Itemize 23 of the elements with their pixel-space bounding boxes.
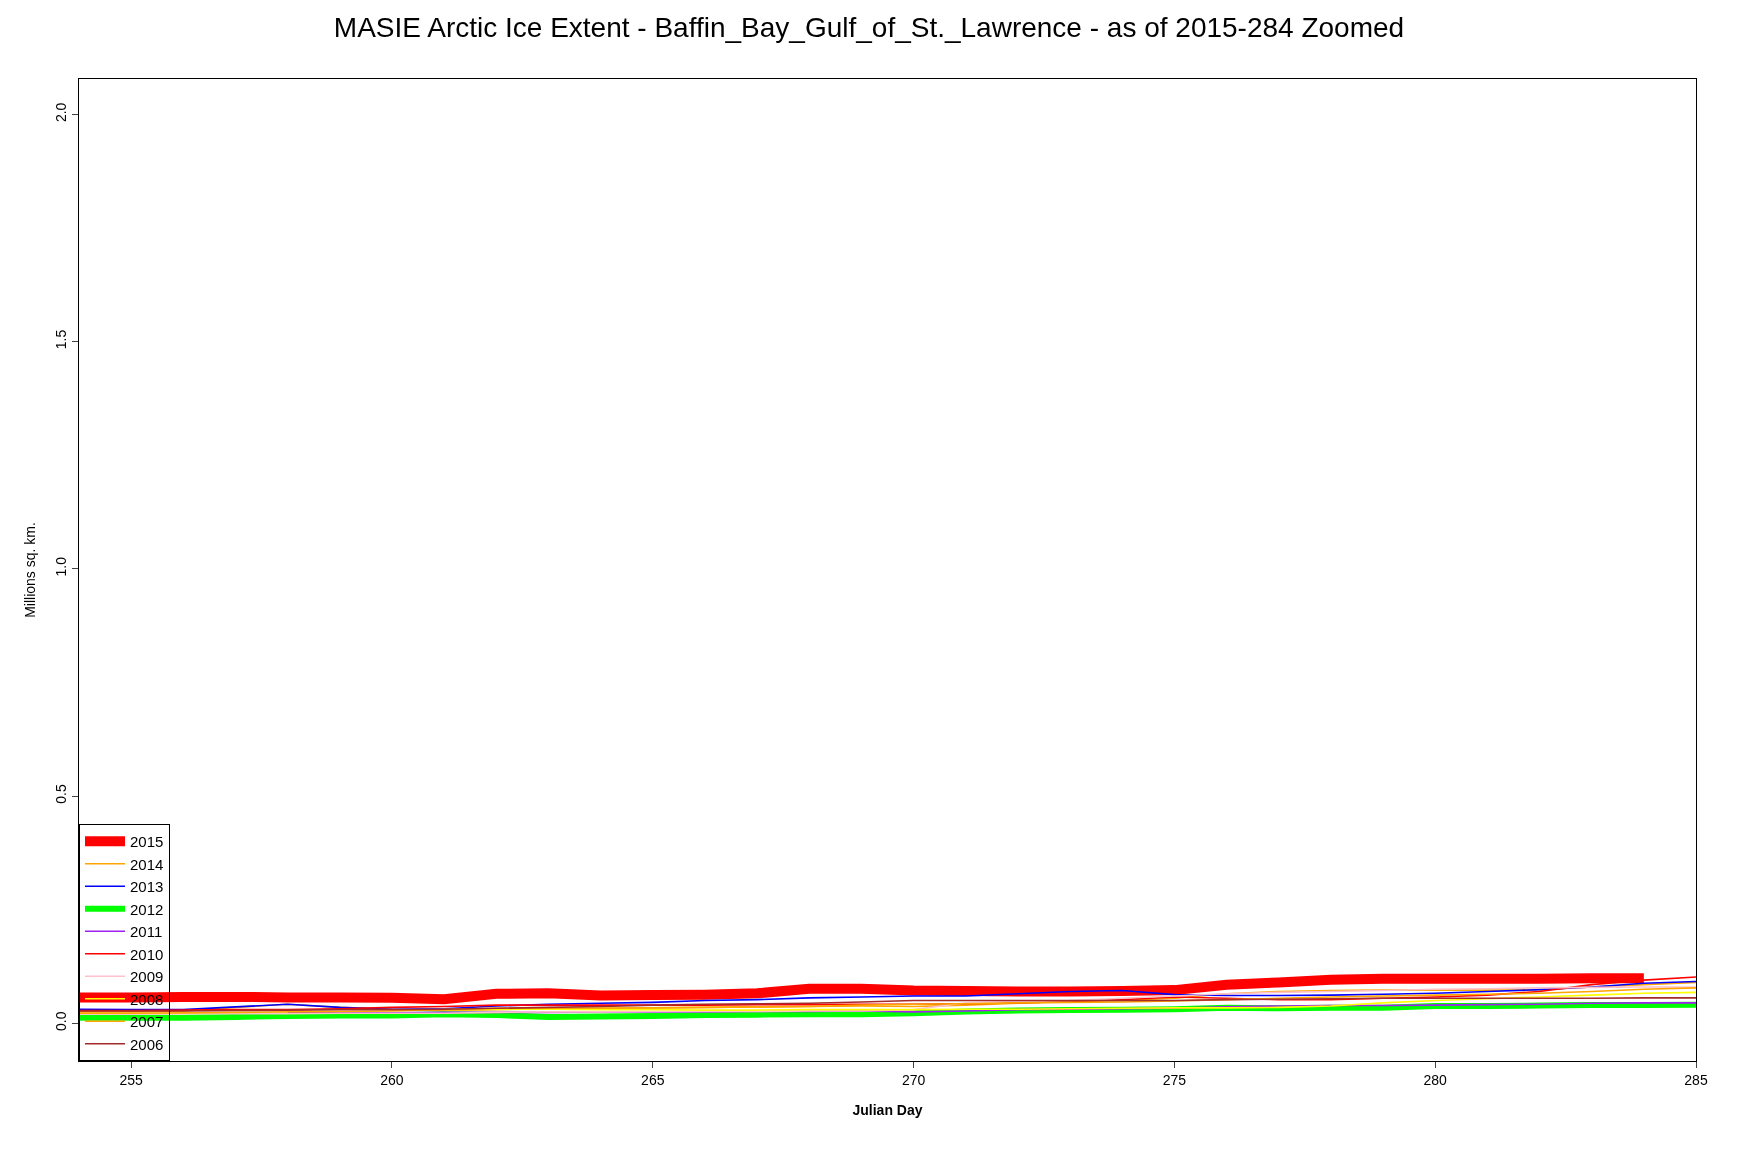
- y-axis-title: Millions sq. km.: [22, 522, 38, 618]
- x-tick-label: 255: [119, 1071, 144, 1088]
- legend-label: 2011: [130, 923, 163, 941]
- legend-label: 2006: [130, 1035, 164, 1053]
- x-tick-label: 275: [1162, 1071, 1187, 1088]
- legend-label: 2009: [130, 968, 164, 986]
- y-tick-label: 0.0: [53, 1011, 70, 1031]
- x-tick-label: 260: [380, 1071, 404, 1088]
- legend-label: 2014: [130, 855, 164, 873]
- y-tick-label: 1.0: [53, 556, 70, 577]
- chart-title: MASIE Arctic Ice Extent - Baffin_Bay_Gulf_of_St._Lawrence - as of 2015-284 Zoomed: [333, 11, 1405, 43]
- x-tick-label: 285: [1684, 1071, 1708, 1088]
- legend-label: 2015: [130, 833, 164, 851]
- legend-label: 2010: [130, 945, 164, 963]
- y-tick-label: 2.0: [53, 102, 70, 123]
- x-axis-title: Julian Day: [852, 1102, 923, 1119]
- x-tick-label: 280: [1423, 1071, 1448, 1088]
- x-tick-label: 265: [641, 1071, 665, 1088]
- legend-label: 2012: [130, 900, 164, 918]
- x-tick-label: 270: [901, 1071, 926, 1088]
- y-tick-label: 1.5: [53, 329, 70, 350]
- legend-label: 2013: [130, 878, 164, 896]
- y-tick-label: 0.5: [53, 784, 70, 804]
